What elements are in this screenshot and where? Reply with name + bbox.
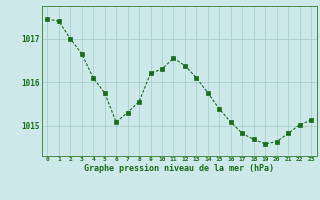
X-axis label: Graphe pression niveau de la mer (hPa): Graphe pression niveau de la mer (hPa) bbox=[84, 164, 274, 173]
